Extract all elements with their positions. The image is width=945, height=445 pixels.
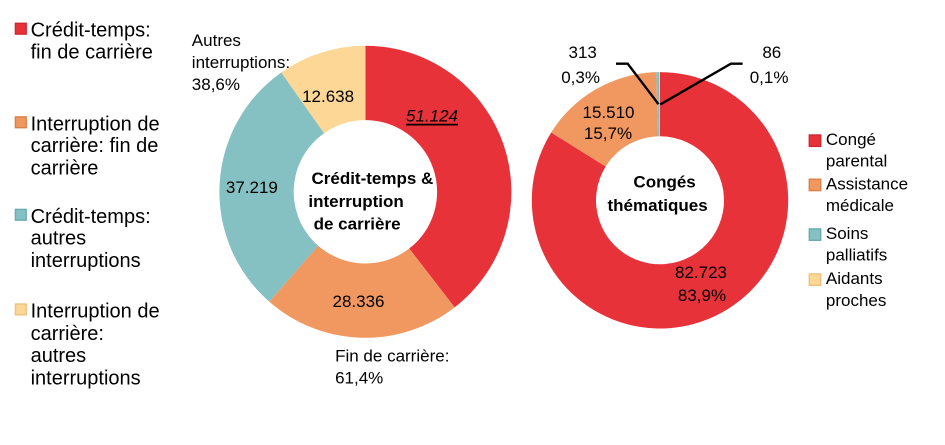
svg-text:de carrière: de carrière [314, 215, 401, 234]
svg-text:37.219: 37.219 [226, 178, 278, 197]
svg-text:Crédit-temps &: Crédit-temps & [311, 169, 433, 188]
svg-text:Interruption de: Interruption de [31, 113, 160, 135]
svg-text:Assistance: Assistance [826, 174, 908, 193]
svg-text:proches: proches [826, 291, 886, 310]
svg-text:autres: autres [31, 345, 87, 367]
svg-text:carrière:: carrière: [31, 323, 104, 345]
svg-text:38,6%: 38,6% [192, 75, 240, 94]
svg-text:thématiques: thématiques [608, 196, 708, 215]
svg-text:Autres: Autres [192, 31, 241, 50]
svg-text:interruptions: interruptions [31, 250, 141, 272]
svg-text:interruptions: interruptions [31, 368, 141, 390]
svg-text:Fin de carrière:: Fin de carrière: [335, 346, 449, 365]
svg-text:0,3%: 0,3% [561, 68, 600, 87]
svg-text:Crédit-temps:: Crédit-temps: [31, 20, 151, 42]
svg-text:28.336: 28.336 [333, 292, 385, 311]
svg-text:Interruption de: Interruption de [31, 300, 160, 322]
svg-text:fin de carrière: fin de carrière [31, 42, 153, 64]
svg-text:Congés: Congés [633, 173, 695, 192]
svg-text:carrière: carrière [31, 157, 99, 179]
svg-text:51.124: 51.124 [406, 106, 458, 125]
svg-text:palliatifs: palliatifs [826, 246, 887, 265]
svg-text:0,1%: 0,1% [750, 68, 789, 87]
svg-text:Congé: Congé [826, 130, 876, 149]
svg-text:parental: parental [826, 152, 887, 171]
svg-text:autres: autres [31, 228, 87, 250]
svg-text:Crédit-temps:: Crédit-temps: [31, 206, 151, 228]
svg-text:médicale: médicale [826, 196, 894, 215]
svg-text:61,4%: 61,4% [335, 369, 383, 388]
svg-text:carrière: fin de: carrière: fin de [31, 135, 159, 157]
svg-text:15,7%: 15,7% [584, 124, 632, 143]
svg-text:83,9%: 83,9% [678, 286, 726, 305]
svg-text:interruption: interruption [308, 192, 403, 211]
svg-text:15.510: 15.510 [583, 103, 635, 122]
svg-text:12.638: 12.638 [302, 87, 354, 106]
svg-text:86: 86 [762, 43, 781, 62]
svg-text:313: 313 [569, 43, 597, 62]
svg-text:Aidants: Aidants [826, 269, 883, 288]
svg-text:Soins: Soins [826, 224, 869, 243]
svg-text:interruptions:: interruptions: [192, 53, 290, 72]
svg-text:82.723: 82.723 [675, 263, 727, 282]
